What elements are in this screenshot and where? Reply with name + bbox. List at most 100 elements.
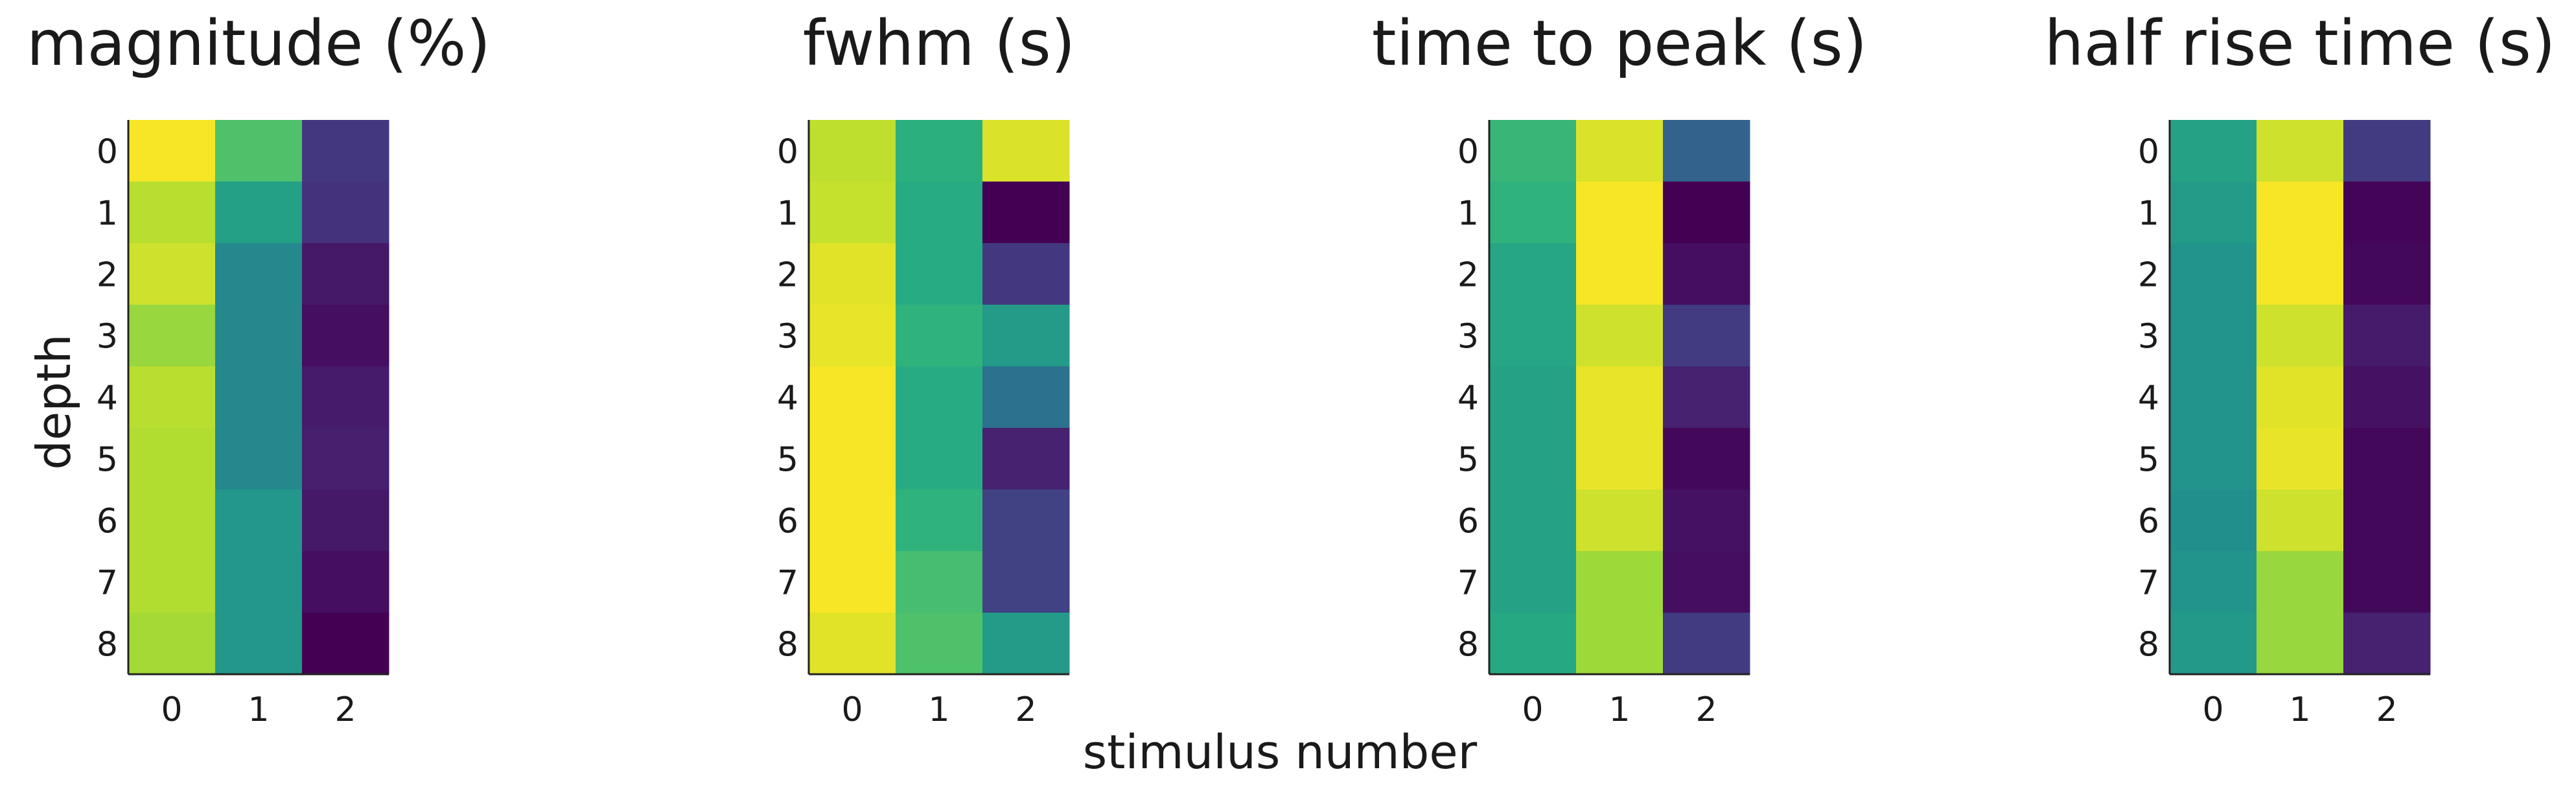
heatmap-cell	[215, 366, 303, 429]
y-tick-label: 1	[1457, 194, 1479, 233]
y-tick-label: 3	[777, 318, 798, 357]
x-tick-label: 0	[161, 690, 182, 729]
y-tick-label: 4	[97, 379, 118, 418]
heatmap-cell	[215, 489, 303, 552]
heatmap-cell	[2343, 120, 2431, 182]
panel-title: fwhm (s)	[803, 7, 1075, 80]
heatmap-cell	[302, 243, 389, 305]
panel-title: half rise time (s)	[2045, 7, 2556, 80]
y-tick-label: 0	[97, 133, 118, 172]
y-tick-label: 8	[97, 626, 118, 665]
heatmap-cell	[302, 613, 389, 675]
heatmap-cell	[128, 182, 216, 244]
y-tick-label: 4	[2138, 379, 2159, 418]
x-tick-label: 1	[928, 690, 949, 729]
heatmap-cell	[1663, 305, 1750, 367]
heatmap-cell	[302, 305, 389, 367]
heatmap-cell	[2257, 366, 2344, 429]
heatmap-cell	[1663, 243, 1750, 305]
heatmap-cell	[1663, 366, 1750, 429]
heatmap-cell	[896, 366, 983, 429]
heatmap-cell	[896, 428, 983, 490]
y-tick-label: 6	[97, 502, 118, 541]
x-tick-label: 1	[2289, 690, 2310, 729]
heatmap-cell	[809, 305, 896, 367]
heatmap-cell	[2257, 120, 2344, 182]
heatmap-cell	[1663, 120, 1750, 182]
heatmap-cell	[2257, 489, 2344, 552]
heatmap-cell	[1663, 551, 1750, 613]
heatmap-cell	[128, 366, 216, 429]
y-tick-label: 3	[1457, 318, 1479, 357]
heatmap-cell	[982, 489, 1070, 552]
y-tick-label: 7	[97, 564, 118, 603]
heatmap-cell	[896, 305, 983, 367]
heatmap-cell	[2343, 305, 2431, 367]
heatmap-cell	[215, 120, 303, 182]
y-axis-label: depth	[27, 334, 81, 470]
heatmap-cell	[302, 551, 389, 613]
y-tick-label: 8	[1457, 626, 1479, 665]
heatmap-cell	[1576, 366, 1664, 429]
heatmap-panel-1: fwhm (s) 0 1 2 3 4 5 6 7 8 0 1 2	[777, 7, 1075, 729]
heatmap-panel-3: half rise time (s) 0 1 2 3 4 5 6 7 8 0 1 2	[2045, 7, 2556, 729]
y-tick-label: 3	[2138, 318, 2159, 357]
heatmap-cell	[2257, 305, 2344, 367]
heatmap-cell	[809, 366, 896, 429]
y-tick-label: 3	[97, 318, 118, 357]
heatmap-cell	[302, 366, 389, 429]
y-tick-label: 1	[777, 194, 798, 233]
heatmap-cell	[1576, 489, 1664, 552]
heatmap-cell	[128, 120, 216, 182]
heatmap-cell	[1576, 551, 1664, 613]
heatmap-cell	[2170, 243, 2257, 305]
y-tick-label: 7	[777, 564, 798, 603]
x-tick-label: 0	[1522, 690, 1543, 729]
y-tick-label: 7	[1457, 564, 1479, 603]
heatmap-cell	[1489, 120, 1577, 182]
heatmap-cell	[302, 428, 389, 490]
y-tick-label: 8	[2138, 626, 2159, 665]
y-tick-label: 5	[777, 441, 798, 480]
heatmap-cell	[809, 243, 896, 305]
y-tick-label: 0	[2138, 133, 2159, 172]
heatmap-cell	[1489, 243, 1577, 305]
heatmap-cell	[1489, 489, 1577, 552]
y-tick-label: 6	[777, 502, 798, 541]
heatmap-cell	[982, 428, 1070, 490]
heatmap-cell	[2343, 489, 2431, 552]
y-tick-label: 2	[1457, 256, 1479, 295]
heatmap-cell	[215, 305, 303, 367]
heatmap-cell	[2343, 182, 2431, 244]
heatmap-cell	[1576, 428, 1664, 490]
heatmap-cell	[809, 489, 896, 552]
heatmap-cell	[1489, 428, 1577, 490]
heatmap-cell	[2257, 428, 2344, 490]
heatmap-cell	[2257, 613, 2344, 675]
heatmap-cell	[2343, 243, 2431, 305]
heatmap-cell	[302, 120, 389, 182]
heatmap-cell	[128, 489, 216, 552]
x-tick-label: 2	[1015, 690, 1036, 729]
heatmap-cell	[982, 243, 1070, 305]
heatmap-cell	[1489, 182, 1577, 244]
heatmap-cell	[1663, 613, 1750, 675]
y-tick-label: 6	[2138, 502, 2159, 541]
heatmap-cell	[982, 613, 1070, 675]
heatmap-cell	[1576, 305, 1664, 367]
heatmap-cell	[128, 613, 216, 675]
heatmap-cell	[1663, 489, 1750, 552]
heatmap-cell	[809, 120, 896, 182]
y-tick-label: 4	[777, 379, 798, 418]
heatmap-cell	[2170, 551, 2257, 613]
heatmap-cell	[1576, 120, 1664, 182]
y-tick-label: 5	[1457, 441, 1479, 480]
y-tick-label: 4	[1457, 379, 1479, 418]
heatmap-cell	[1489, 305, 1577, 367]
x-tick-label: 2	[334, 690, 356, 729]
heatmap-cell	[896, 551, 983, 613]
heatmap-cell	[809, 613, 896, 675]
heatmap-cell	[896, 489, 983, 552]
heatmap-cell	[896, 182, 983, 244]
